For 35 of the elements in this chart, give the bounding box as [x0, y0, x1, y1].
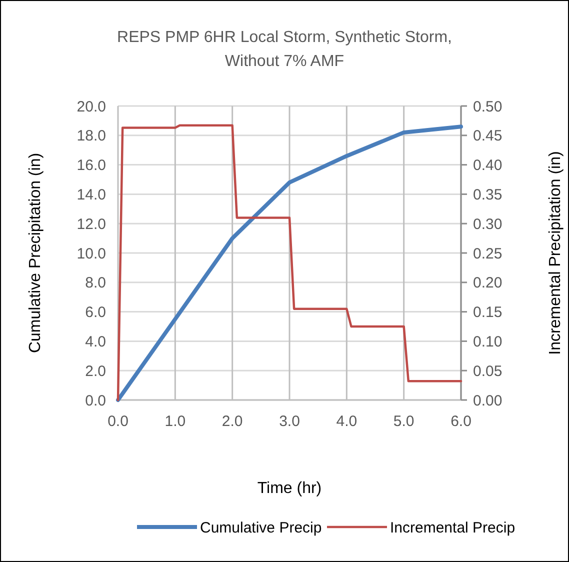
y2-tick-label: 0.50 [473, 98, 502, 116]
y2-tick-label: 0.30 [473, 216, 502, 233]
y2-tick-label: 0.25 [473, 245, 502, 262]
y-tick-label: 18.0 [76, 128, 106, 145]
x-tick-label: 5.0 [393, 413, 414, 430]
y-tick-label: 8.0 [85, 274, 106, 292]
x-tick-label: 3.0 [279, 413, 300, 430]
y2-tick-label: 0.40 [473, 157, 502, 174]
y2-tick-label: 0.15 [473, 304, 502, 322]
y-tick-label: 20.0 [76, 98, 106, 116]
y-tick-label: 0.0 [85, 392, 106, 410]
y2-tick-label: 0.10 [473, 333, 502, 350]
y-tick-label: 6.0 [85, 304, 106, 322]
legend-label: Cumulative Precip [200, 519, 322, 536]
y-tick-label: 4.0 [85, 333, 106, 350]
chart-title: REPS PMP 6HR Local Storm, Synthetic Storm, Without 7% AMF [117, 29, 452, 70]
x-tick-label: 4.0 [336, 413, 358, 430]
y-axis-title: Cumulative Precipitation (in) [27, 152, 44, 354]
x-tick-label: 0.0 [108, 413, 128, 430]
y2-tick-label: 0.20 [473, 274, 502, 292]
y-tick-label: 2.0 [85, 362, 106, 380]
x-tick-label: 6.0 [450, 413, 472, 430]
legend-label: Incremental Precip [390, 519, 516, 536]
y-tick-label: 10.0 [76, 245, 106, 262]
y-tick-label: 14.0 [76, 186, 106, 204]
y-tick-label: 16.0 [76, 157, 106, 174]
y2-tick-label: 0.00 [473, 392, 502, 410]
y2-axis-title: Incremental Precipitation (in) [547, 151, 564, 355]
y2-tick-label: 0.05 [473, 362, 502, 380]
y2-tick-label: 0.35 [473, 186, 502, 204]
x-tick-label: 1.0 [164, 413, 186, 430]
x-tick-label: 2.0 [222, 413, 243, 430]
y-tick-label: 12.0 [76, 216, 106, 233]
y2-tick-label: 0.45 [473, 128, 502, 145]
x-axis-title: Time (hr) [257, 480, 322, 497]
